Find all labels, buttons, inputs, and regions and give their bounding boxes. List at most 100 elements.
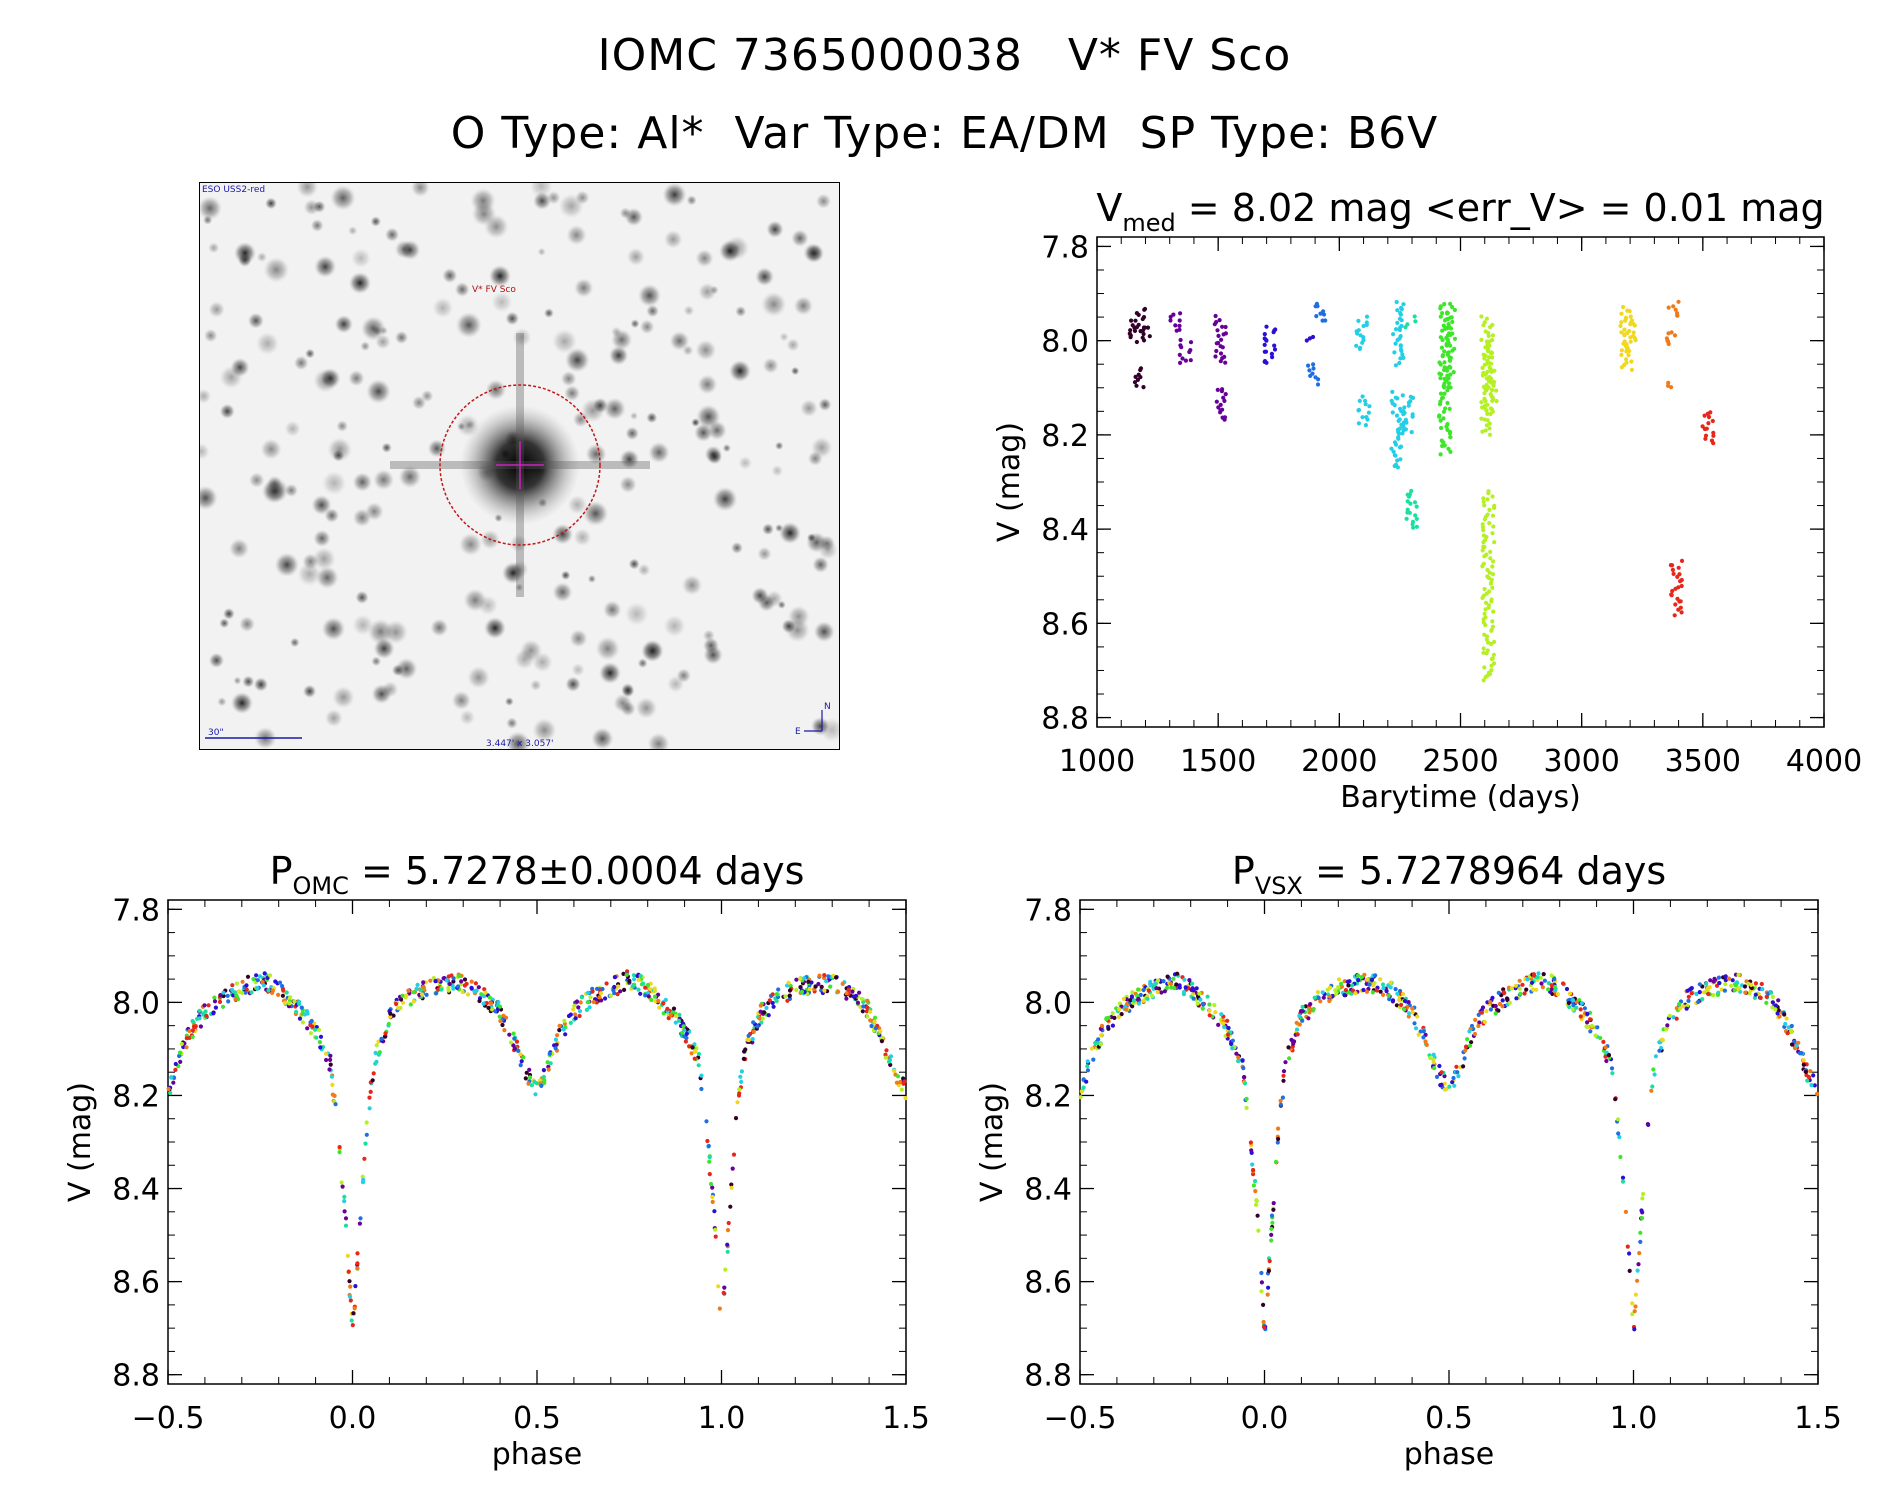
phase-vsx-panel: 7.88.08.28.48.68.8−0.5 0.0 0.5 1.0 1.5phaseV… (975, 849, 1842, 1472)
data-point (760, 1016, 765, 1021)
data-point (1431, 1052, 1436, 1057)
field-star (355, 590, 369, 605)
data-point (1441, 440, 1446, 445)
data-point (1394, 413, 1400, 418)
data-point (588, 995, 593, 1000)
data-point (707, 1155, 712, 1160)
field-star (352, 472, 373, 492)
field-star (641, 639, 664, 662)
data-point (1406, 1000, 1411, 1005)
data-point (473, 981, 478, 986)
data-point (1773, 1007, 1778, 1012)
data-point (524, 1070, 529, 1075)
data-point (1395, 991, 1400, 996)
data-point (249, 990, 254, 995)
data-point (638, 991, 643, 996)
data-point (705, 1138, 710, 1144)
data-point (1259, 1270, 1264, 1276)
data-point (1462, 1056, 1467, 1061)
data-point (1483, 353, 1488, 358)
data-point (1448, 301, 1453, 306)
y-tick-label: 8.6 (1024, 1266, 1072, 1301)
object-title: IOMC 7365000038 V* FV Sco (597, 30, 1292, 81)
data-point (1445, 333, 1451, 338)
data-point (1622, 327, 1627, 332)
data-point (1629, 367, 1634, 372)
data-point (1444, 341, 1449, 346)
data-point (1438, 376, 1443, 381)
compass-icon: N E (795, 702, 831, 737)
data-point (716, 1284, 721, 1289)
data-point (1541, 972, 1546, 977)
data-point (349, 1318, 354, 1323)
data-point (1689, 991, 1694, 996)
field-star (348, 226, 358, 236)
data-point (534, 1081, 539, 1086)
data-point (1409, 488, 1414, 494)
data-point (1416, 1032, 1421, 1037)
y-tick-label: 8.2 (1024, 1079, 1072, 1114)
data-point (1276, 1126, 1281, 1131)
data-point (1480, 595, 1485, 601)
data-point (1364, 989, 1370, 994)
data-point (1711, 993, 1716, 998)
x-tick-label: 3000 (1543, 744, 1619, 779)
data-point (541, 1074, 547, 1080)
data-point (348, 1284, 353, 1289)
data-point (1679, 558, 1685, 564)
data-point (1085, 1059, 1090, 1064)
data-point (1814, 1091, 1820, 1097)
data-point (1272, 347, 1278, 352)
data-point (712, 1209, 717, 1214)
data-point (481, 1001, 486, 1006)
data-point (1085, 1068, 1091, 1073)
data-point (273, 979, 278, 984)
data-point (1657, 1040, 1662, 1045)
data-point (1484, 376, 1489, 381)
data-point (1342, 993, 1347, 998)
field-star (669, 331, 690, 351)
data-point (1141, 331, 1146, 337)
x-tick-label: 2000 (1301, 744, 1377, 779)
data-point (449, 973, 454, 978)
data-point (1659, 1037, 1665, 1042)
field-star (320, 368, 341, 389)
data-point (635, 973, 640, 979)
field-star (208, 301, 225, 318)
data-point (1346, 983, 1351, 988)
data-point (1219, 337, 1224, 342)
field-star (454, 282, 470, 297)
data-point (1490, 564, 1495, 569)
data-point (1264, 360, 1269, 365)
data-point (1360, 415, 1365, 420)
data-point (527, 1075, 533, 1080)
data-point (300, 1020, 305, 1025)
y-tick-label: 8.6 (112, 1266, 160, 1301)
field-star (296, 183, 319, 198)
north-label: N (824, 702, 831, 712)
data-point (1393, 442, 1399, 447)
data-point (1336, 985, 1341, 990)
data-point (1487, 432, 1493, 437)
data-point (1481, 650, 1486, 655)
data-point (587, 1005, 592, 1010)
field-star (735, 305, 747, 317)
data-point (1489, 599, 1494, 604)
data-point (1484, 339, 1489, 344)
data-point (1686, 998, 1691, 1004)
data-point (504, 1015, 509, 1020)
data-point (898, 1080, 903, 1085)
field-star (564, 347, 590, 373)
data-point (212, 999, 218, 1004)
data-point (1183, 358, 1188, 363)
data-point (221, 990, 226, 995)
data-point (1361, 987, 1366, 993)
data-point (665, 1006, 670, 1011)
data-point (1410, 395, 1416, 400)
data-point (1480, 365, 1485, 371)
data-point (1696, 999, 1701, 1005)
data-point (1437, 1063, 1442, 1069)
data-point (1622, 332, 1627, 337)
data-point (308, 1031, 314, 1036)
data-point (350, 1323, 355, 1328)
